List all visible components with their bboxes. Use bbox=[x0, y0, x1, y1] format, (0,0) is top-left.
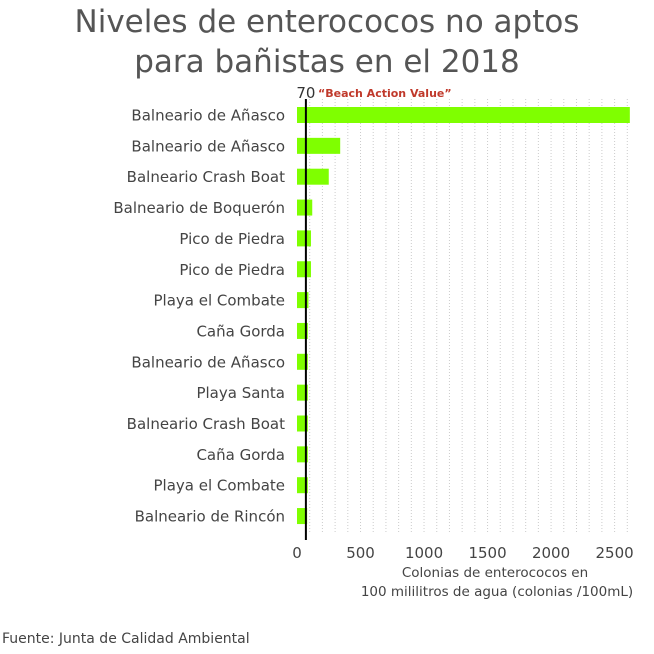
bar bbox=[297, 230, 311, 247]
bar bbox=[297, 446, 308, 463]
chart-title-line-1: Niveles de enterococos no aptos bbox=[74, 4, 580, 40]
category-label: Caña Gorda bbox=[196, 322, 285, 340]
x-tick-label: 500 bbox=[346, 544, 375, 562]
x-tick-label: 0 bbox=[292, 544, 302, 562]
x-axis-title-line-1: Colonias de enterococos en bbox=[402, 565, 588, 581]
bar bbox=[297, 137, 341, 154]
category-label: Balneario Crash Boat bbox=[127, 168, 285, 186]
bar-chart: Balneario de Añasco Balneario de Añasco Ba… bbox=[113, 84, 633, 600]
bar bbox=[297, 107, 630, 123]
category-label: Pico de Piedra bbox=[179, 230, 285, 248]
category-label: Pico de Piedra bbox=[179, 261, 285, 279]
category-label: Balneario de Añasco bbox=[131, 137, 285, 155]
category-label: Playa el Combate bbox=[154, 477, 286, 495]
bar bbox=[297, 261, 311, 278]
chart-title-line-2: para bañistas en el 2018 bbox=[134, 44, 520, 80]
category-label: Balneario de Rincón bbox=[135, 508, 285, 526]
bar bbox=[297, 292, 309, 309]
chart-title: Niveles de enterococos no aptos para bañ… bbox=[0, 2, 654, 82]
x-tick-label: 1500 bbox=[468, 544, 506, 562]
category-label: Balneario de Boquerón bbox=[113, 199, 285, 217]
category-labels: Balneario de Añasco Balneario de Añasco Ba… bbox=[113, 107, 285, 526]
category-label: Caña Gorda bbox=[196, 446, 285, 464]
bar bbox=[297, 199, 313, 216]
x-tick-labels: 0 500 1000 1500 2000 2500 bbox=[292, 544, 633, 562]
reference-value-label: 70 bbox=[296, 84, 315, 102]
bar bbox=[297, 384, 308, 401]
category-label: Balneario de Añasco bbox=[131, 107, 285, 125]
bar bbox=[297, 477, 308, 494]
bar bbox=[297, 508, 308, 525]
category-label: Playa el Combate bbox=[154, 292, 286, 310]
reference-line-label: “Beach Action Value” bbox=[318, 87, 452, 100]
x-tick-label: 1000 bbox=[405, 544, 443, 562]
grid-lines bbox=[309, 99, 628, 533]
bar bbox=[297, 415, 308, 432]
category-label: Balneario Crash Boat bbox=[127, 415, 285, 433]
bar bbox=[297, 322, 308, 339]
bar bbox=[297, 353, 308, 370]
x-tick-label: 2000 bbox=[532, 544, 570, 562]
x-axis-title-line-2: 100 mililitros de agua (colonias /100mL) bbox=[361, 584, 633, 600]
category-label: Playa Santa bbox=[196, 384, 285, 402]
bars bbox=[297, 107, 630, 525]
category-label: Balneario de Añasco bbox=[131, 353, 285, 371]
bar bbox=[297, 168, 329, 185]
source-note: Fuente: Junta de Calidad Ambiental bbox=[2, 631, 250, 647]
x-tick-label: 2500 bbox=[595, 544, 633, 562]
